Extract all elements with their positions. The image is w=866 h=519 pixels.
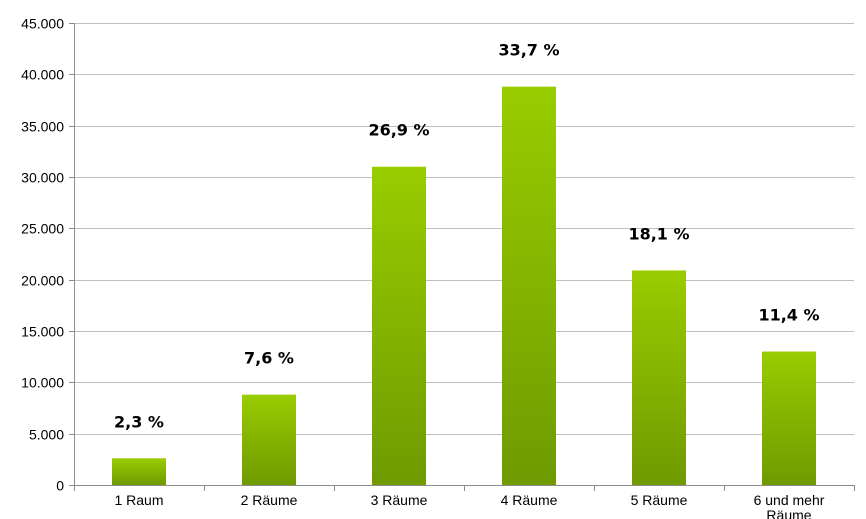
y-tick-label: 25.000	[21, 221, 64, 237]
x-axis-category-labels: 1 Raum 2 Räume 3 Räume 4 Räume 5 Räume 6 und …	[114, 492, 824, 519]
axes	[69, 23, 855, 491]
gridlines	[74, 23, 854, 435]
bar-data-label: 11,4 %	[758, 306, 819, 325]
y-tick-label: 20.000	[21, 273, 64, 289]
x-category-label: 3 Räume	[371, 492, 428, 508]
y-tick-label: 10.000	[21, 375, 64, 391]
y-axis-tick-labels: 0 5.000 10.000 15.000 20.000 25.000 30.000 35.0…	[21, 16, 64, 494]
bar	[112, 458, 166, 485]
y-tick-label: 15.000	[21, 324, 64, 340]
bar	[242, 394, 296, 485]
bar	[632, 270, 686, 485]
x-category-label: 5 Räume	[631, 492, 688, 508]
x-category-label: 2 Räume	[241, 492, 298, 508]
y-tick-label: 0	[56, 478, 64, 494]
bar	[372, 166, 426, 485]
bar-data-label: 2,3 %	[114, 412, 164, 431]
bars	[112, 86, 816, 486]
y-tick-label: 45.000	[21, 16, 64, 32]
bar	[762, 351, 816, 485]
y-tick-label: 5.000	[29, 427, 64, 443]
bar-data-label: 18,1 %	[628, 224, 689, 243]
bar-data-label: 33,7 %	[498, 41, 559, 60]
x-category-label: 6 und mehr Räume	[754, 492, 825, 519]
y-tick-label: 35.000	[21, 119, 64, 135]
bar-data-label: 7,6 %	[244, 349, 294, 368]
bar	[502, 86, 556, 486]
x-category-label: 4 Räume	[501, 492, 558, 508]
bar-data-label: 26,9 %	[368, 121, 429, 140]
data-labels: 2,3 % 7,6 % 26,9 % 33,7 % 18,1 % 11,4 %	[114, 41, 820, 432]
y-tick-label: 40.000	[21, 67, 64, 83]
y-tick-label: 30.000	[21, 170, 64, 186]
x-category-label: 1 Raum	[114, 492, 163, 508]
